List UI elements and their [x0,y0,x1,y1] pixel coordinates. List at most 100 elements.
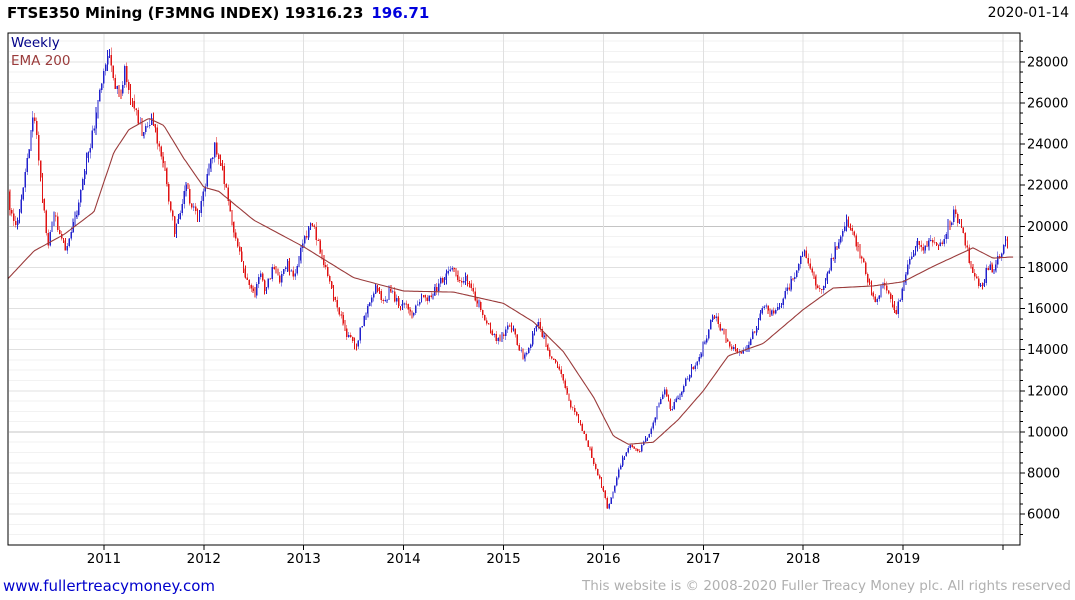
candle-wick [949,220,951,230]
candle-body [1000,253,1003,258]
candle-body [798,264,800,271]
candle-body [37,135,40,161]
y-axis-label: 8000 [1027,467,1060,482]
candle-body [891,299,894,305]
candle-body [960,221,963,228]
ema-200-line [7,118,1014,445]
candle-body [336,300,338,308]
candle-body [621,457,624,466]
candle-body [248,279,250,286]
candle-body [162,156,164,164]
candle-body [1004,239,1007,246]
candle-body [757,320,760,328]
candle-body [962,227,965,234]
candle-body [740,351,742,354]
candle-body [135,108,137,111]
candle-wick [459,276,461,284]
candle-body [64,240,67,251]
x-axis-label: 2014 [386,551,420,567]
candle-body [953,209,955,223]
candle-wick [356,343,357,351]
candle-body [369,302,371,306]
candle-wick [246,273,248,281]
candle-body [34,117,36,121]
candle-body [529,344,532,348]
candle-body [57,216,59,231]
candle-body [723,328,725,332]
candle-body [759,313,762,321]
candle-body [690,366,693,376]
candle-body [681,392,683,396]
candle-wick [821,288,823,294]
candle-body [866,273,869,283]
candle-body [359,327,361,341]
candle-body [91,130,93,149]
candle-wick [513,325,514,332]
candle-body [313,225,316,227]
candle-body [706,338,708,343]
candle-body [13,213,15,222]
candle-wick [149,118,151,129]
candle-body [187,184,189,190]
candle-body [541,329,543,337]
candle-body [261,273,264,281]
candle-body [11,209,13,214]
candle-body [688,375,691,379]
candle-wick [932,238,934,247]
candle-body [776,306,779,311]
candle-body [384,299,386,301]
price-chart-canvas[interactable]: 6000 8000 10000 12000 14000 16000 18000 20000 22… [0,0,1075,572]
candle-body [893,304,896,310]
candle-body [815,276,817,286]
candle-body [346,328,348,337]
candle-body [901,288,903,301]
candle-body [966,245,968,248]
candle-body [430,295,432,297]
candle-body [780,304,783,307]
candle-body [286,260,289,268]
candle-body [120,93,122,95]
x-axis-label: 2015 [486,551,520,567]
candle-body [200,200,203,213]
candle-body [591,448,593,459]
candle-body [535,326,538,329]
candle-body [939,242,942,247]
candle-body [933,242,936,244]
candle-wick [382,298,384,305]
candle-body [124,65,126,85]
candle-body [878,295,880,300]
candle-body [598,475,601,479]
candle-body [150,117,153,126]
candle-body [886,285,888,291]
candle-body [147,125,149,127]
candle-body [539,322,541,330]
candle-body [725,331,727,340]
candle-body [263,280,266,291]
candle-body [920,245,922,247]
candle-body [66,245,69,251]
candle-body [418,301,421,305]
candle-body [813,272,815,277]
candle-body [999,256,1001,258]
candle-body [108,55,111,57]
candle-body [344,323,346,329]
candle-body [104,64,107,71]
footer-link[interactable]: www.fullertreacymoney.com [3,577,216,595]
candle-body [765,305,767,307]
candle-body [734,346,737,350]
candle-body [409,309,411,312]
candle-body [351,336,354,341]
candle-body [786,287,788,292]
candle-body [721,328,723,331]
candle-body [830,258,832,271]
candle-body [667,396,670,401]
candle-body [857,246,859,248]
candle-body [589,446,591,449]
candle-body [466,276,469,283]
candle-body [227,187,229,201]
candle-wick [469,280,470,288]
candle-body [658,403,660,407]
candle-body [675,398,677,402]
candle-body [250,285,252,289]
candle-body [378,288,381,292]
